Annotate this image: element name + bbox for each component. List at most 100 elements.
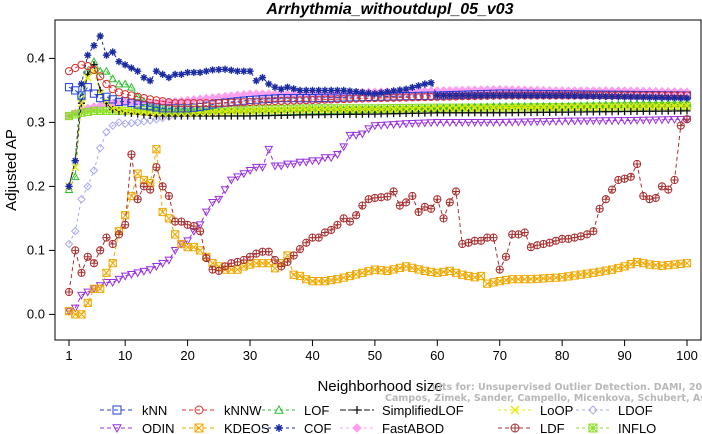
data-point-loop: [383, 105, 392, 114]
data-point-cof: [358, 88, 366, 96]
data-point-loop: [645, 102, 654, 111]
data-point-simplifiedlof: [433, 109, 441, 117]
data-point-knnw: [83, 61, 92, 71]
data-point-knn: [108, 95, 117, 104]
data-point-odin: [95, 282, 105, 291]
data-point-ldf: [133, 195, 142, 204]
data-point-simplifiedlof: [583, 108, 591, 116]
x-tick-label: 50: [368, 348, 382, 363]
data-point-ldf: [682, 115, 692, 124]
data-point-knnw: [302, 96, 311, 105]
data-point-odin: [276, 162, 286, 171]
data-point-loop: [433, 104, 442, 113]
data-point-knnw: [227, 98, 236, 107]
data-point-loop: [682, 101, 692, 110]
data-point-odin: [551, 117, 561, 126]
data-point-knn: [96, 93, 105, 103]
data-point-loop: [576, 102, 585, 111]
data-point-knnw: [139, 93, 149, 103]
data-point-simplifiedlof: [109, 106, 117, 114]
series-line-cof: [68, 34, 688, 187]
data-point-lof: [102, 66, 111, 75]
data-point-simplifiedlof: [283, 111, 292, 119]
data-point-odin: [414, 119, 424, 128]
data-point-cof: [402, 85, 410, 93]
data-point-odin: [607, 117, 617, 126]
data-point-loop: [570, 102, 579, 111]
data-point-loop: [345, 105, 354, 114]
data-point-loop: [458, 104, 467, 113]
data-point-odin: [657, 116, 667, 125]
data-point-simplifiedlof: [396, 109, 404, 118]
data-point-loop: [302, 105, 311, 114]
data-point-ldf: [520, 228, 529, 237]
data-point-ldof: [77, 194, 86, 204]
chart-title: Arrhythmia_withoutdupl_05_v03: [265, 1, 513, 18]
legend-item-ldof: LDOF: [576, 403, 653, 418]
data-point-simplifiedlof: [564, 108, 572, 116]
data-point-simplifiedlof: [290, 111, 298, 119]
data-point-odin: [308, 157, 317, 166]
data-point-loop: [427, 104, 436, 113]
x-tick-label: 30: [243, 348, 257, 363]
data-point-cof: [109, 48, 117, 56]
data-point-cof: [433, 91, 441, 100]
series-odin: [64, 115, 692, 316]
data-point-odin: [407, 120, 417, 129]
y-tick-label: 0.4: [27, 50, 45, 65]
data-point-simplifiedlof: [227, 112, 235, 120]
data-point-simplifiedlof: [321, 110, 329, 119]
data-point-simplifiedlof: [258, 112, 267, 120]
data-point-odin: [64, 307, 74, 316]
data-point-odin: [345, 131, 355, 140]
data-point-ldf: [121, 220, 130, 229]
data-point-ldf: [158, 182, 167, 191]
data-point-ldf: [195, 227, 205, 236]
data-point-odin: [264, 145, 274, 154]
data-point-simplifiedlof: [240, 112, 248, 120]
data-point-knnw: [108, 85, 117, 94]
data-point-odin: [183, 237, 193, 246]
data-point-simplifiedlof: [477, 109, 485, 117]
data-point-inflo: [83, 107, 92, 116]
data-point-simplifiedlof: [683, 107, 691, 115]
data-point-loop: [258, 106, 267, 115]
data-point-ldf: [264, 247, 273, 256]
data-point-odin: [426, 119, 436, 128]
series-ldf: [64, 115, 692, 297]
data-point-odin: [77, 291, 86, 300]
data-point-odin: [245, 167, 255, 176]
data-point-simplifiedlof: [602, 108, 610, 116]
data-point-simplifiedlof: [639, 107, 647, 115]
legend: kNN kNNW LOF SimplifiedLOF LoOP LDOF ODIN KDEOS…: [100, 403, 656, 434]
legend-swatch-marker-lof: [274, 404, 284, 414]
data-point-loop: [270, 106, 280, 115]
data-point-simplifiedlof: [620, 107, 629, 116]
data-point-simplifiedlof: [614, 107, 622, 116]
data-point-simplifiedlof: [589, 108, 597, 116]
data-point-loop: [77, 99, 86, 108]
data-point-loop: [402, 104, 411, 114]
data-point-loop: [327, 105, 336, 114]
data-point-simplifiedlof: [233, 112, 242, 120]
data-point-kdeos: [121, 211, 130, 220]
data-point-knn: [83, 83, 92, 92]
data-point-knnw: [89, 65, 99, 75]
data-point-odin: [476, 119, 486, 128]
data-point-ldf: [620, 174, 629, 183]
data-point-simplifiedlof: [427, 109, 435, 117]
data-point-ldf: [408, 191, 417, 201]
data-point-ldf: [233, 257, 242, 267]
data-point-simplifiedlof: [658, 107, 666, 115]
data-point-loop: [439, 104, 448, 113]
data-point-loop: [620, 102, 629, 111]
y-tick-label: 0.0: [27, 306, 45, 321]
data-point-odin: [457, 119, 467, 128]
data-point-simplifiedlof: [371, 110, 379, 118]
data-point-ldf: [495, 265, 504, 274]
data-point-ldf: [639, 191, 648, 201]
data-point-loop: [352, 105, 361, 114]
data-point-ldf: [489, 233, 498, 242]
data-point-ldf: [607, 185, 617, 194]
data-point-simplifiedlof: [464, 109, 473, 117]
